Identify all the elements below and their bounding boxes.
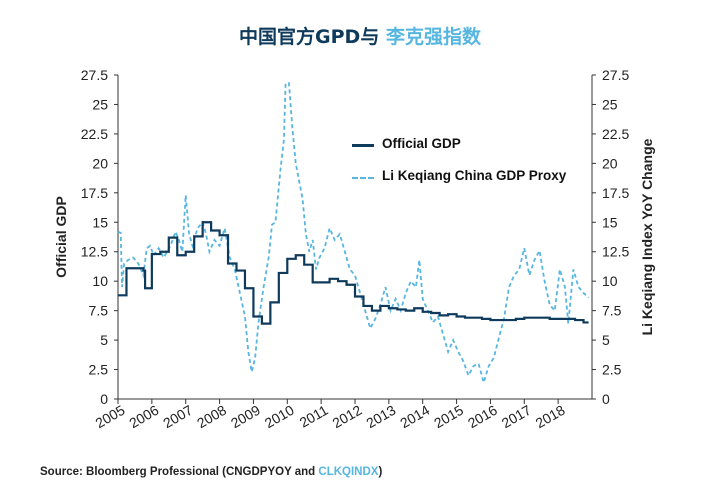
y-tick-label-left: 20	[92, 155, 108, 171]
y-tick-label-left: 5	[100, 332, 108, 348]
y-tick-label-right: 20	[602, 155, 618, 171]
y-tick-label-right: 7.5	[602, 303, 622, 319]
y-tick-label-left: 7.5	[89, 303, 109, 319]
x-tick-label: 2011	[297, 402, 331, 431]
y-tick-label-left: 25	[92, 96, 108, 112]
y-tick-label-right: 12.5	[602, 244, 629, 260]
x-tick-label: 2017	[499, 402, 534, 432]
x-tick-label: 2008	[194, 402, 229, 432]
y-tick-label-right: 2.5	[602, 362, 622, 378]
y-tick-label-right: 5	[602, 332, 610, 348]
series-line-official-gdp	[118, 221, 589, 325]
y-axis-title-left: Official GDP	[53, 196, 69, 278]
x-tick-label: 2007	[160, 402, 195, 432]
legend-label-official: Official GDP	[382, 136, 461, 151]
y-tick-label-left: 2.5	[89, 362, 109, 378]
y-tick-label-right: 22.5	[602, 126, 629, 142]
x-tick-label: 2012	[330, 402, 365, 432]
y-tick-label-left: 0	[100, 391, 108, 407]
y-tick-label-right: 10	[602, 273, 618, 289]
y-tick-label-right: 17.5	[602, 185, 629, 201]
series-line-li-keqiang-proxy	[117, 82, 590, 386]
y-tick-label-left: 27.5	[81, 67, 108, 83]
legend-swatch-official	[352, 144, 374, 147]
source-prefix: Source: Bloomberg Professional (CNGDPYOY…	[40, 466, 319, 478]
source-highlight: CLKQINDX	[318, 466, 379, 478]
legend-label-proxy: Li Keqiang China GDP Proxy	[382, 168, 567, 183]
x-tick-label: 2015	[431, 402, 466, 432]
source-suffix: )	[378, 466, 383, 478]
title-part-official: 中国官方GPD与	[239, 26, 380, 48]
x-tick-label: 2005	[93, 402, 128, 432]
x-tick-label: 2018	[533, 402, 568, 432]
y-tick-label-right: 0	[602, 391, 610, 407]
y-axis-title-right: Li Keqiang Index YoY Change	[639, 138, 655, 335]
y-tick-label-right: 27.5	[602, 67, 629, 83]
legend-swatch-proxy	[352, 177, 374, 179]
y-tick-label-left: 10	[92, 273, 108, 289]
x-tick-label: 2016	[465, 402, 500, 432]
y-tick-label-left: 12.5	[81, 244, 108, 260]
y-tick-label-right: 25	[602, 96, 618, 112]
y-tick-label-left: 17.5	[81, 185, 108, 201]
y-tick-label-right: 15	[602, 214, 618, 230]
x-tick-label: 2006	[126, 402, 161, 432]
chart-title: 中国官方GPD与 李克强指数	[0, 22, 720, 49]
y-tick-label-left: 22.5	[81, 126, 108, 142]
x-tick-label: 2010	[262, 402, 297, 432]
y-tick-label-left: 15	[92, 214, 108, 230]
x-tick-label: 2009	[228, 402, 263, 432]
title-part-proxy: 李克强指数	[385, 26, 481, 48]
x-tick-label: 2014	[397, 402, 432, 432]
x-tick-label: 2013	[363, 402, 398, 432]
source-note: Source: Bloomberg Professional (CNGDPYOY…	[40, 466, 382, 478]
